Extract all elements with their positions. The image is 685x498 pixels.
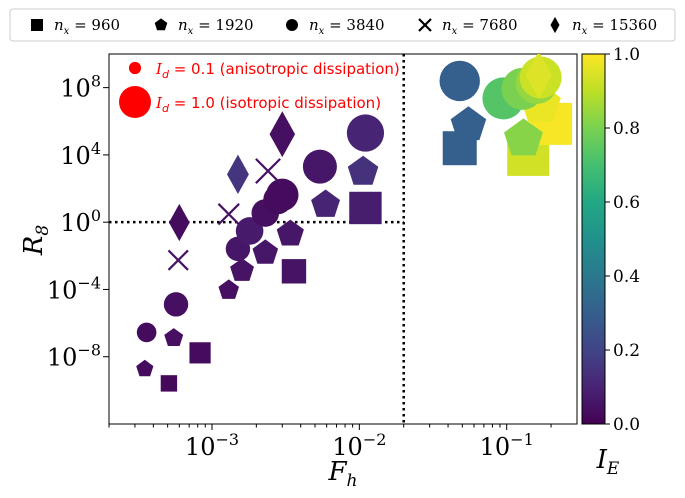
legend-entry-pentagon: nx = 1920 (154, 16, 254, 37)
size-legend-marker (128, 61, 142, 75)
legend-entry-cross: nx = 7680 (418, 16, 518, 37)
data-point-square (160, 375, 178, 392)
data-point-circle (346, 114, 385, 152)
x-tick-label: 10−3 (185, 430, 239, 461)
x-tick-label: 10−2 (332, 430, 386, 461)
y-tick-label: 10−4 (47, 273, 101, 304)
x-tick-label: 10−1 (480, 430, 534, 461)
series-cross (167, 158, 281, 271)
legend-label: nx = 960 (54, 16, 120, 37)
data-point-square (349, 191, 382, 225)
size-legend-label: Id = 0.1 (anisotropic dissipation) (155, 60, 400, 81)
legend-diamond-icon (550, 16, 560, 34)
colorbar-tick-label: 0.6 (613, 193, 640, 213)
data-point-circle (136, 322, 157, 343)
legend-entry-square: nx = 960 (31, 16, 120, 37)
data-point-pentagon (347, 155, 379, 185)
legend: nx = 960 nx = 1920 nx = 3840 nx = 7680 nx = … (9, 8, 676, 42)
size-legend-label: Id = 1.0 (isotropic dissipation) (155, 94, 381, 115)
data-point-diamond (226, 154, 249, 195)
legend-entry-diamond: nx = 15360 (550, 16, 657, 37)
y-tick-label: 10−8 (47, 341, 101, 372)
legend-square-icon (31, 19, 43, 31)
data-point-pentagon (450, 106, 487, 141)
legend-entry-circle: nx = 3840 (286, 16, 385, 37)
data-point-pentagon (218, 279, 239, 299)
data-point-pentagon (276, 219, 304, 246)
legend-frame (9, 8, 676, 42)
legend-pentagon-icon (154, 18, 168, 31)
plot-frame (108, 53, 578, 425)
data-point-pentagon (504, 118, 543, 156)
data-point-cross (255, 158, 281, 184)
plot-area: 10−3 10−2 10−1 108 104 100 10−4 10−8 Id = 0.1 … (47, 53, 578, 461)
data-point-pentagon (164, 328, 184, 346)
y-tick-label: 108 (60, 72, 101, 103)
y-tick-label: 104 (60, 139, 101, 170)
data-point-pentagon (230, 258, 254, 281)
colorbar-label: IE (596, 445, 620, 479)
data-point-diamond (269, 111, 296, 158)
data-point-square (189, 342, 211, 364)
size-legend-marker (119, 86, 151, 118)
y-axis-label: R8 (19, 225, 53, 257)
data-point-circle (163, 292, 189, 317)
series-diamond (168, 54, 553, 242)
x-axis-label: Fh (328, 457, 358, 491)
data-point-diamond (168, 203, 190, 242)
y-tick-label: 100 (60, 206, 101, 237)
data-point-pentagon (136, 359, 154, 377)
colorbar-tick-label: 0.8 (613, 119, 640, 139)
legend-label: nx = 1920 (178, 16, 254, 37)
data-point-cross (167, 249, 189, 271)
legend-circle-icon (286, 19, 298, 31)
colorbar-tick-label: 0.0 (613, 415, 640, 435)
data-point-circle (235, 217, 264, 245)
data-point-circle (266, 178, 299, 212)
legend-label: nx = 7680 (442, 16, 518, 37)
legend-label: nx = 3840 (309, 16, 385, 37)
colorbar-gradient (581, 53, 606, 425)
data-point-pentagon (311, 189, 340, 217)
legend-cross-icon (418, 18, 432, 32)
legend-label: nx = 15360 (572, 16, 657, 37)
data-point-diamond (525, 54, 553, 100)
colorbar-tick-label: 1.0 (613, 45, 640, 65)
colorbar: 0.0 0.2 0.4 0.6 0.8 1.0 IE (581, 45, 640, 479)
colorbar-tick-label: 0.4 (613, 267, 640, 287)
data-point-circle (439, 60, 480, 102)
data-point-pentagon (252, 239, 279, 264)
data-point-square (281, 259, 307, 284)
data-point-circle (302, 149, 337, 184)
colorbar-tick-label: 0.2 (613, 341, 640, 361)
data-point-cross (217, 203, 240, 226)
